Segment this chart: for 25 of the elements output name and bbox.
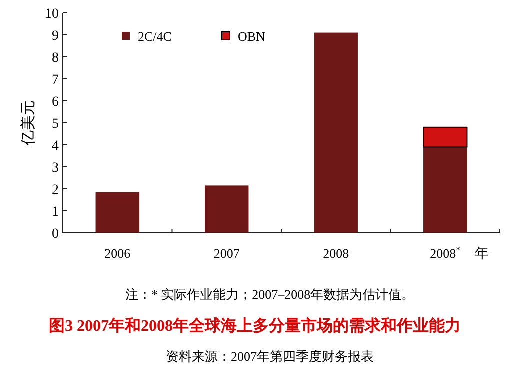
legend-label: OBN xyxy=(238,29,266,44)
x-tick-label: 2007 xyxy=(214,246,240,261)
x-tick-label: 2008 xyxy=(323,246,350,261)
y-tick-label: 2 xyxy=(52,183,59,198)
bar xyxy=(314,32,358,233)
x-axis-title: 年 xyxy=(475,246,489,262)
y-tick-label: 0 xyxy=(52,227,59,242)
y-tick-label: 4 xyxy=(52,139,59,154)
y-tick-label: 8 xyxy=(52,51,59,66)
y-tick-label: 7 xyxy=(52,73,59,88)
text: 资料来源：2007年第四季度财务报表 xyxy=(166,349,374,364)
bar xyxy=(205,186,249,233)
y-axis-title: 亿美元 xyxy=(20,100,37,146)
y-tick-label: 10 xyxy=(45,7,59,22)
bar xyxy=(96,192,140,233)
text: 图3 2007年和2008年全球海上多分量市场的需求和作业能力 xyxy=(49,317,461,335)
y-tick-label: 5 xyxy=(52,117,59,132)
y-tick-label: 3 xyxy=(52,161,59,176)
legend-label: 2C/4C xyxy=(138,29,172,44)
y-tick-label: 1 xyxy=(52,205,59,220)
y-tick-label: 9 xyxy=(52,29,59,44)
x-tick-label: 2006 xyxy=(104,246,132,261)
y-tick-label: 6 xyxy=(52,95,59,110)
x-tick-label: 2008$^{*}$ xyxy=(430,245,462,261)
text: 注：* 实际作业能力；2007–2008年数据为估计值。 xyxy=(125,287,415,302)
